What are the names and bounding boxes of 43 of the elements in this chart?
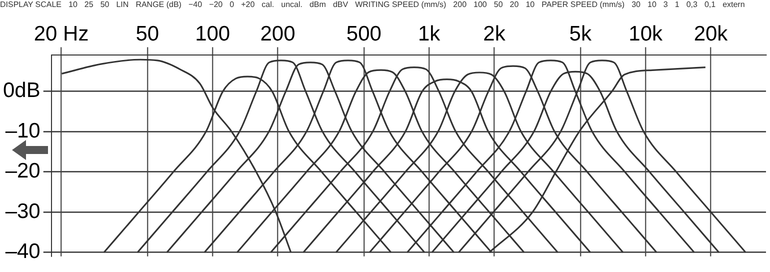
text: 0,1 bbox=[704, 0, 716, 10]
x-tick-label: 10k bbox=[628, 22, 663, 46]
text: −40 bbox=[188, 0, 202, 10]
text: cal. bbox=[262, 0, 274, 10]
text: uncal. bbox=[281, 0, 302, 10]
text: 0,3 bbox=[686, 0, 698, 10]
text: 200 bbox=[453, 0, 467, 10]
text: 1 bbox=[674, 0, 680, 10]
text: 25 bbox=[84, 0, 94, 10]
text: dBV bbox=[332, 0, 348, 10]
x-tick-label: 20k bbox=[694, 22, 728, 46]
text: 3 bbox=[663, 0, 668, 10]
x-tick-label: 20 Hz bbox=[34, 22, 89, 46]
y-tick-label: –20 bbox=[5, 160, 40, 183]
text: PAPER SPEED (mm/s) bbox=[542, 0, 625, 10]
text: 30 bbox=[632, 0, 640, 10]
text: 50 bbox=[100, 0, 110, 10]
y-tick-label: –30 bbox=[5, 200, 40, 223]
x-tick-label: 1k bbox=[418, 22, 441, 46]
x-tick-label: 5k bbox=[569, 22, 592, 46]
text: 10 bbox=[526, 0, 535, 10]
x-tick-label: 500 bbox=[346, 22, 382, 46]
x-tick-label: 2k bbox=[483, 22, 506, 46]
text: LIN bbox=[116, 0, 129, 10]
text: 10 bbox=[68, 0, 78, 10]
text: −20 bbox=[209, 0, 223, 10]
text: extern bbox=[722, 0, 745, 10]
x-tick-label: 50 bbox=[136, 22, 160, 46]
text: WRITING SPEED (mm/s) bbox=[355, 0, 446, 10]
text: 50 bbox=[494, 0, 503, 10]
text: +20 bbox=[241, 0, 255, 10]
text: 10 bbox=[648, 0, 656, 10]
y-tick-label: –10 bbox=[5, 119, 40, 142]
text: DISPLAY SCALE bbox=[0, 0, 62, 10]
text: 100 bbox=[474, 0, 487, 10]
y-tick-label: –40 bbox=[5, 240, 40, 264]
text: 0 bbox=[230, 0, 234, 10]
x-tick-label: 200 bbox=[260, 22, 296, 46]
text: dBm bbox=[309, 0, 326, 10]
text: 20 bbox=[510, 0, 519, 10]
text: RANGE (dB) bbox=[136, 0, 182, 10]
y-tick-label: 0dB bbox=[2, 79, 40, 102]
x-tick-label: 100 bbox=[195, 22, 230, 46]
